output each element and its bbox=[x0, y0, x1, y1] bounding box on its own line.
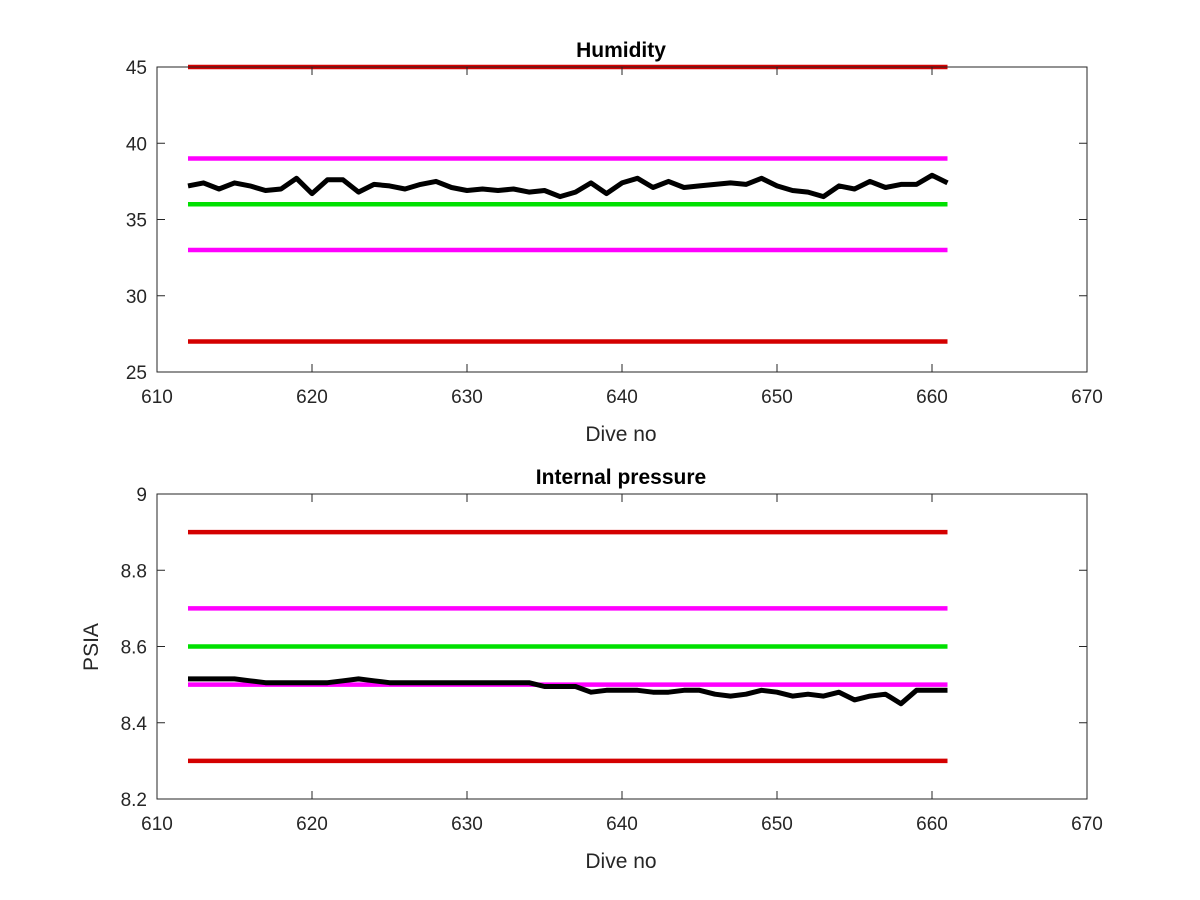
pressure-ytick-label: 8.8 bbox=[121, 561, 147, 582]
pressure-xtick-label: 610 bbox=[141, 814, 173, 835]
humidity-ytick-label: 25 bbox=[126, 363, 147, 384]
humidity-ytick-label: 35 bbox=[126, 211, 147, 232]
humidity-xtick-label: 640 bbox=[606, 387, 638, 408]
humidity-xtick-label: 620 bbox=[296, 387, 328, 408]
pressure-series-layer bbox=[188, 529, 948, 764]
humidity-ytick-label: 45 bbox=[126, 58, 147, 79]
pressure-xtick-label: 640 bbox=[606, 814, 638, 835]
humidity-xtick-label: 670 bbox=[1071, 387, 1103, 408]
pressure-xlabel: Dive no bbox=[585, 850, 656, 873]
pressure-ytick-label: 9 bbox=[136, 485, 147, 506]
humidity-chart: 610 620 630 640 650 660 670 25 30 35 40 45 Humidity… bbox=[126, 39, 1103, 446]
pressure-ytick-label: 8.2 bbox=[121, 790, 147, 811]
pressure-chart: 610 620 630 640 650 660 670 8.2 8.4 8.6 8.8 9 Inter… bbox=[80, 466, 1103, 873]
humidity-xtick-label: 630 bbox=[451, 387, 483, 408]
pressure-xtick-label: 670 bbox=[1071, 814, 1103, 835]
pressure-xtick-label: 650 bbox=[761, 814, 793, 835]
humidity-series-layer bbox=[187, 64, 949, 344]
pressure-title: Internal pressure bbox=[536, 466, 706, 489]
humidity-axes-frame bbox=[156, 66, 1088, 373]
humidity-ytick-label: 30 bbox=[126, 287, 147, 308]
pressure-xtick-label: 660 bbox=[916, 814, 948, 835]
pressure-ticks-layer: 610 620 630 640 650 660 670 8.2 8.4 8.6 8.8 9 bbox=[121, 485, 1103, 835]
humidity-xlabel: Dive no bbox=[585, 423, 656, 446]
pressure-xtick-label: 620 bbox=[296, 814, 328, 835]
humidity-xtick-label: 610 bbox=[141, 387, 173, 408]
pressure-series-line-5 bbox=[188, 676, 948, 707]
pressure-ylabel: PSIA bbox=[80, 623, 103, 671]
humidity-title: Humidity bbox=[576, 39, 666, 62]
humidity-ytick-label: 40 bbox=[126, 134, 147, 155]
humidity-xtick-label: 650 bbox=[761, 387, 793, 408]
pressure-ytick-label: 8.4 bbox=[121, 714, 148, 735]
pressure-xtick-label: 630 bbox=[451, 814, 483, 835]
humidity-series-line-5 bbox=[187, 172, 949, 200]
humidity-ticks-layer: 610 620 630 640 650 660 670 25 30 35 40 45 bbox=[126, 58, 1103, 408]
pressure-ytick-label: 8.6 bbox=[121, 638, 147, 659]
humidity-xtick-label: 660 bbox=[916, 387, 948, 408]
